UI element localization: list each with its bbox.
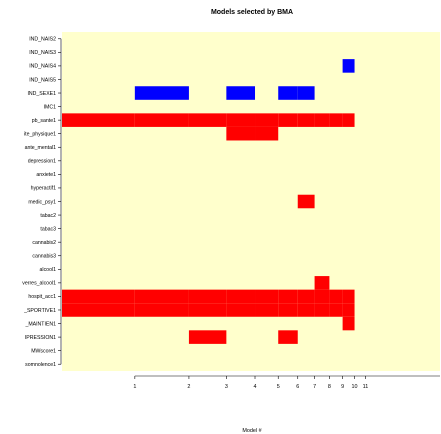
- heatmap-cell-hospit_acc1-model-10: [342, 289, 355, 304]
- x-axis-title: Model #: [242, 428, 261, 434]
- y-tick-label-MWscore1: MWscore1: [31, 348, 56, 354]
- x-tick-label-2: 2: [187, 384, 190, 390]
- y-tick-label-medic_psy1: medic_psy1: [28, 199, 56, 205]
- heatmap-cell-hospit_acc1-model-8: [314, 289, 330, 304]
- heatmap-cell-pb_sante1-model-6: [278, 113, 298, 127]
- y-tick-label-hyperactif1: hyperactif1: [31, 186, 56, 192]
- y-tick-label-IND_NAIS5: IND_NAIS5: [29, 77, 56, 83]
- cells-layer: [62, 59, 355, 344]
- heatmap-cell-_SPORTIVE1-model-6: [278, 303, 298, 317]
- heatmap-cell-ite_physique1-model-5: [255, 126, 279, 141]
- heatmap-cell-_SPORTIVE1-model-8: [314, 303, 330, 317]
- heatmap-cell-IPRESSION1-model-3: [188, 330, 227, 344]
- heatmap-cell-_SPORTIVE1-model-1: [62, 303, 135, 317]
- x-tick-label-9: 9: [341, 384, 344, 390]
- heatmap-cell-hospit_acc1-model-4: [226, 289, 256, 304]
- heatmap-cell-_SPORTIVE1-model-10: [342, 303, 355, 317]
- heatmap-cell-hospit_acc1-model-3: [188, 289, 227, 304]
- heatmap-cell-pb_sante1-model-9: [329, 113, 343, 127]
- y-tick-label-pb_sante1: pb_sante1: [32, 118, 56, 124]
- x-axis: 1 2 3 4 5 6 7 8 9 10 11: [133, 375, 440, 390]
- heatmap-cell-IND_SEXE1-model-4: [226, 86, 256, 100]
- heatmap-cell-hospit_acc1-model-7: [297, 289, 315, 304]
- heatmap-cell-IND_SEXE1-model-6: [278, 86, 298, 100]
- heatmap-cell-pb_sante1-model-8: [314, 113, 330, 127]
- y-tick-label-IMC1: IMC1: [44, 104, 57, 110]
- y-tick-label-_SPORTIVE1: _SPORTIVE1: [23, 308, 56, 314]
- heatmap-cell-hospit_acc1-model-5: [255, 289, 279, 304]
- heatmap-cell-pb_sante1-model-7: [297, 113, 315, 127]
- heatmap-cell-ite_physique1-model-4: [226, 126, 256, 141]
- heatmap-cell-medic_psy1-model-7: [297, 194, 315, 209]
- y-tick-label-ante_mental1: ante_mental1: [25, 145, 57, 151]
- heatmap-cell-_MAINTIEN1-model-10: [342, 316, 355, 331]
- x-tick-label-10: 10: [352, 384, 358, 390]
- heatmap-cell-IND_NAIS4-model-10: [342, 59, 355, 73]
- y-tick-label-depression1: depression1: [28, 159, 56, 165]
- y-tick-label-IPRESSION1: IPRESSION1: [25, 335, 56, 341]
- heatmap-cell-_SPORTIVE1-model-4: [226, 303, 256, 317]
- heatmap-cell-verres_alcool1-model-8: [314, 276, 330, 290]
- heatmap-cell-pb_sante1-model-3: [188, 113, 227, 127]
- heatmap-cell-IND_SEXE1-model-2: [134, 86, 189, 100]
- heatmap-cell-pb_sante1-model-5: [255, 113, 279, 127]
- x-tick-label-4: 4: [254, 384, 257, 390]
- y-axis: IND_NAIS2 IND_NAIS3 IND_NAIS4 IND_NAIS5 IND_…: [22, 37, 62, 368]
- y-tick-label-tabac2: tabac2: [40, 213, 56, 219]
- x-tick-label-7: 7: [313, 384, 316, 390]
- x-tick-label-8: 8: [328, 384, 331, 390]
- y-tick-label-IND_NAIS4: IND_NAIS4: [29, 64, 56, 70]
- heatmap-cell-pb_sante1-model-1: [62, 113, 135, 127]
- y-tick-label-IND_NAIS2: IND_NAIS2: [29, 37, 56, 43]
- heatmap-cell-_SPORTIVE1-model-9: [329, 303, 343, 317]
- y-tick-label-verres_alcool1: verres_alcool1: [22, 281, 56, 287]
- heatmap-cell-hospit_acc1-model-6: [278, 289, 298, 304]
- y-tick-label-somnolence1: somnolence1: [25, 362, 56, 368]
- heatmap-cell-IPRESSION1-model-6: [278, 330, 298, 344]
- y-tick-label-hospit_acc1: hospit_acc1: [28, 294, 56, 300]
- y-tick-label-anxiete1: anxiete1: [36, 172, 56, 178]
- heatmap-cell-_SPORTIVE1-model-2: [134, 303, 189, 317]
- x-tick-label-11: 11: [363, 384, 369, 390]
- heatmap-cell-pb_sante1-model-4: [226, 113, 256, 127]
- heatmap-cell-_SPORTIVE1-model-3: [188, 303, 227, 317]
- y-tick-label-_MAINTIEN1: _MAINTIEN1: [24, 321, 56, 327]
- y-tick-label-alcool1: alcool1: [40, 267, 57, 273]
- x-tick-label-5: 5: [277, 384, 280, 390]
- y-tick-label-cannabis2: cannabis2: [32, 240, 56, 246]
- plot-background: [62, 32, 440, 371]
- y-tick-label-cannabis3: cannabis3: [32, 254, 56, 260]
- heatmap-cell-hospit_acc1-model-9: [329, 289, 343, 304]
- heatmap-cell-_SPORTIVE1-model-5: [255, 303, 279, 317]
- heatmap-cell-pb_sante1-model-10: [342, 113, 355, 127]
- heatmap-cell-_SPORTIVE1-model-7: [297, 303, 315, 317]
- y-tick-label-IND_SEXE1: IND_SEXE1: [27, 91, 56, 97]
- heatmap-cell-IND_SEXE1-model-7: [297, 86, 315, 100]
- chart-title: Models selected by BMA: [211, 9, 293, 16]
- heatmap-cell-pb_sante1-model-2: [134, 113, 189, 127]
- y-tick-label-IND_NAIS3: IND_NAIS3: [29, 50, 56, 56]
- x-tick-label-3: 3: [225, 384, 228, 390]
- heatmap-cell-hospit_acc1-model-2: [134, 289, 189, 304]
- heatmap-cell-hospit_acc1-model-1: [62, 289, 135, 304]
- y-tick-label-tabac3: tabac3: [40, 226, 56, 232]
- y-tick-label-ite_physique1: ite_physique1: [24, 132, 56, 138]
- x-tick-label-1: 1: [133, 384, 136, 390]
- x-tick-label-6: 6: [296, 384, 299, 390]
